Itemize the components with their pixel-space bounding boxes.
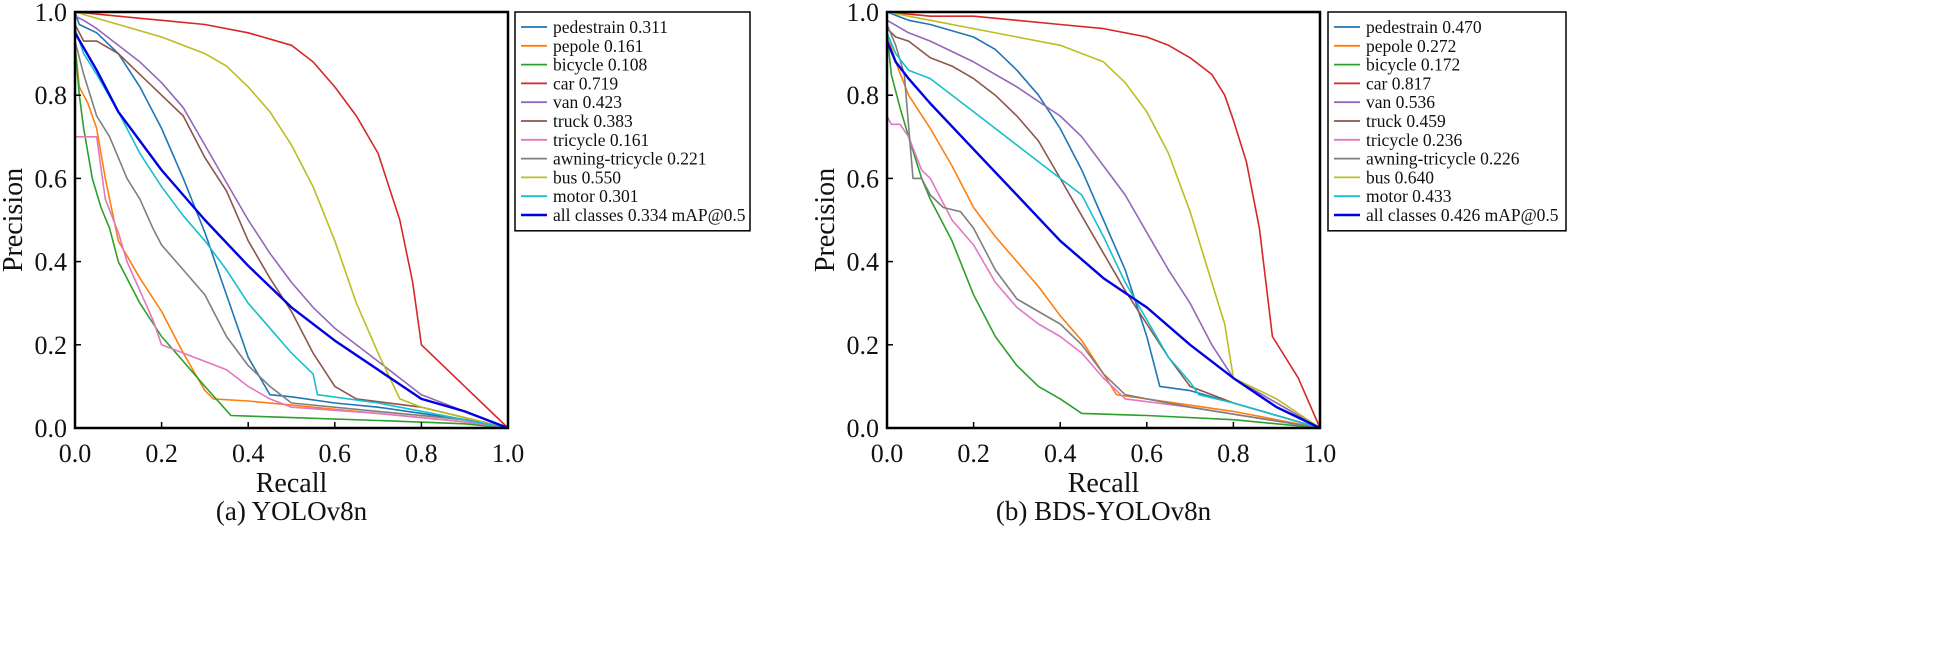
- x-tick-label: 0.6: [1131, 439, 1164, 468]
- caption-b: (b) BDS-YOLOv8n: [996, 496, 1212, 526]
- series-line-awning-tricycle: [886, 24, 1321, 429]
- series-line-bicycle: [74, 45, 509, 429]
- legend-entry: bicycle 0.108: [553, 55, 648, 75]
- y-tick-label: 0.2: [847, 331, 880, 360]
- series-line-tricycle: [886, 115, 1321, 429]
- legend-box: [1327, 11, 1567, 232]
- y-tick-label: 1.0: [35, 0, 68, 27]
- panel-b: 0.0 0.2 0.4 0.6 0.8 1.0 0.0 0.2 0.4 0.6 0.8 1.0 Re…: [810, 0, 1567, 526]
- legend-entry: pedestrain 0.311: [553, 17, 668, 37]
- legend-entry: tricycle 0.236: [1366, 130, 1462, 150]
- legend-entry: truck 0.459: [1366, 111, 1446, 131]
- x-tick-label: 0.4: [1044, 439, 1077, 468]
- legend-entry: motor 0.301: [553, 186, 639, 206]
- curves-b: [885, 11, 1321, 430]
- x-tick-label: 0.0: [59, 439, 92, 468]
- y-axis-label-b: Precision: [810, 168, 841, 272]
- legend-entry: car 0.719: [553, 73, 618, 93]
- series-line-bus: [74, 11, 509, 429]
- plot-frame-a: [73, 10, 510, 430]
- series-line-all-classes: [885, 40, 1321, 430]
- y-tick-label: 0.4: [847, 248, 880, 277]
- y-tick-label: 1.0: [847, 0, 880, 27]
- x-tick-label: 0.2: [145, 439, 178, 468]
- legend-entry: pepole 0.161: [553, 36, 643, 56]
- panel-a: 0.0 0.2 0.4 0.6 0.8 1.0 0.0 0.2 0.4 0.6 0.8 1.0 Re…: [0, 0, 751, 526]
- series-line-all-classes: [73, 32, 509, 430]
- x-tick-label: 0.8: [1217, 439, 1250, 468]
- legend-entry: bus 0.640: [1366, 167, 1434, 187]
- x-axis-label-a: Recall: [256, 468, 328, 499]
- x-ticks-b: 0.0 0.2 0.4 0.6 0.8 1.0: [871, 422, 1337, 468]
- legend-entry: bus 0.550: [553, 167, 621, 187]
- series-line-motor: [886, 32, 1321, 429]
- y-ticks-b: 0.0 0.2 0.4 0.6 0.8 1.0: [847, 0, 893, 443]
- series-line-truck: [74, 24, 509, 429]
- x-tick-label: 0.4: [232, 439, 265, 468]
- y-tick-label: 0.8: [35, 81, 68, 110]
- series-line-van: [886, 19, 1321, 429]
- series-line-pedestrain: [74, 11, 509, 429]
- series-line-tricycle: [75, 136, 509, 429]
- caption-a: (a) YOLOv8n: [216, 496, 368, 526]
- series-line-awning-tricycle: [74, 40, 509, 429]
- series-line-car: [74, 11, 509, 429]
- legend-entry: awning-tricycle 0.221: [553, 149, 707, 169]
- series-line-pedestrain: [886, 11, 1321, 429]
- legend-entry: bicycle 0.172: [1366, 55, 1460, 75]
- y-tick-label: 0.2: [35, 331, 68, 360]
- y-tick-label: 0.6: [35, 164, 68, 193]
- series-line-bus: [886, 11, 1321, 429]
- y-tick-label: 0.8: [847, 81, 880, 110]
- series-line-van: [74, 15, 509, 429]
- y-tick-label: 0.0: [847, 414, 880, 443]
- legend-entry: motor 0.433: [1366, 186, 1452, 206]
- legend-entry: pepole 0.272: [1366, 36, 1456, 56]
- series-line-pepole: [74, 45, 509, 429]
- x-tick-label: 0.6: [319, 439, 352, 468]
- x-tick-label: 1.0: [492, 439, 525, 468]
- legend-entry: pedestrain 0.470: [1366, 17, 1482, 37]
- curves-a: [73, 11, 509, 430]
- y-tick-label: 0.6: [847, 164, 880, 193]
- legend-entry: all classes 0.426 mAP@0.5: [1366, 205, 1559, 225]
- legend-box: [514, 11, 751, 232]
- x-ticks-a: 0.0 0.2 0.4 0.6 0.8 1.0: [59, 422, 525, 468]
- plot-frame-b: [885, 10, 1322, 430]
- y-axis-label-a: Precision: [0, 168, 29, 272]
- legend-entry: truck 0.383: [553, 111, 633, 131]
- legend-entry: all classes 0.334 mAP@0.5: [553, 205, 746, 225]
- series-line-truck: [886, 28, 1321, 429]
- y-tick-label: 0.4: [35, 248, 68, 277]
- legend-entry: van 0.423: [553, 92, 622, 112]
- x-tick-label: 1.0: [1304, 439, 1337, 468]
- series-line-bicycle: [886, 32, 1321, 429]
- series-line-pepole: [886, 32, 1321, 429]
- x-tick-label: 0.0: [871, 439, 904, 468]
- x-tick-label: 0.8: [405, 439, 438, 468]
- y-ticks-a: 0.0 0.2 0.4 0.6 0.8 1.0: [35, 0, 81, 443]
- legend-entry: car 0.817: [1366, 73, 1431, 93]
- legend-entry: van 0.536: [1366, 92, 1435, 112]
- y-tick-label: 0.0: [35, 414, 68, 443]
- series-line-car: [886, 11, 1321, 429]
- legend-entry: tricycle 0.161: [553, 130, 649, 150]
- x-axis-label-b: Recall: [1068, 468, 1140, 499]
- legend-entry: awning-tricycle 0.226: [1366, 149, 1520, 169]
- x-tick-label: 0.2: [957, 439, 990, 468]
